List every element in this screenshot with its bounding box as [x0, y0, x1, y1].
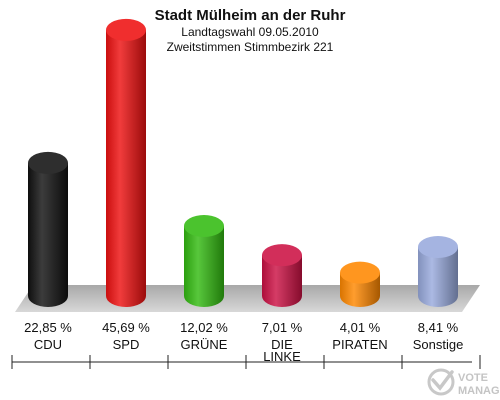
bar-body	[184, 225, 224, 307]
bar-body	[418, 247, 458, 307]
value-label: 8,41 %	[418, 320, 459, 335]
category-label: Sonstige	[413, 337, 464, 352]
value-label: 4,01 %	[340, 320, 381, 335]
chart-floor	[15, 285, 480, 312]
vote-manager-logo: VOTE MANAGER	[427, 368, 500, 397]
value-label: 7,01 %	[262, 320, 303, 335]
value-label: 22,85 %	[24, 320, 72, 335]
bar	[106, 18, 146, 308]
bar-body	[106, 29, 146, 308]
bar-top	[184, 214, 224, 237]
value-label: 45,69 %	[102, 320, 150, 335]
bar	[340, 261, 380, 307]
category-label: SPD	[113, 337, 140, 352]
chart-subtitle-line-2: Zweitstimmen Stimmbezirk 221	[167, 40, 334, 54]
bars-group	[28, 18, 458, 308]
category-label: DIE	[271, 337, 293, 352]
chart-subtitle-line-1: Landtagswahl 09.05.2010	[181, 25, 319, 39]
bar	[262, 244, 302, 307]
bar-body	[262, 255, 302, 307]
category-label: GRÜNE	[181, 337, 228, 352]
value-label: 12,02 %	[180, 320, 228, 335]
value-labels-group: 22,85 % 45,69 % 12,02 % 7,01 % 4,01 % 8,41 %	[24, 320, 459, 335]
bar	[184, 214, 224, 307]
bar-top	[28, 151, 68, 174]
category-label: PIRATEN	[332, 337, 387, 352]
bar-top	[340, 261, 380, 284]
bar-top	[262, 244, 302, 267]
bar-top	[418, 236, 458, 259]
logo-line-1: VOTE	[458, 372, 488, 384]
bar	[28, 151, 68, 307]
category-ticks-group	[11, 355, 481, 369]
chart-title: Stadt Mülheim an der Ruhr	[155, 7, 346, 24]
bar-top	[106, 18, 146, 41]
category-label: CDU	[34, 337, 62, 352]
category-label: LINKE	[263, 349, 301, 364]
bar	[418, 236, 458, 307]
checkmark-icon	[427, 368, 455, 396]
logo-line-2: MANAGER	[458, 385, 500, 397]
bar-body	[28, 162, 68, 307]
